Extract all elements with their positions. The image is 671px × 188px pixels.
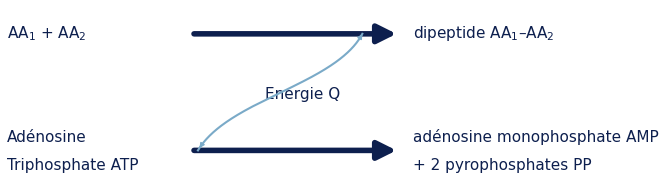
Text: Adénosine: Adénosine — [7, 130, 87, 145]
Text: Energie Q: Energie Q — [265, 86, 340, 102]
Text: AA$_1$ + AA$_2$: AA$_1$ + AA$_2$ — [7, 24, 86, 43]
Text: + 2 pyrophosphates PP: + 2 pyrophosphates PP — [413, 158, 591, 173]
Text: Triphosphate ATP: Triphosphate ATP — [7, 158, 138, 173]
Text: adénosine monophosphate AMP: adénosine monophosphate AMP — [413, 129, 658, 145]
Text: dipeptide AA$_1$–AA$_2$: dipeptide AA$_1$–AA$_2$ — [413, 24, 554, 43]
